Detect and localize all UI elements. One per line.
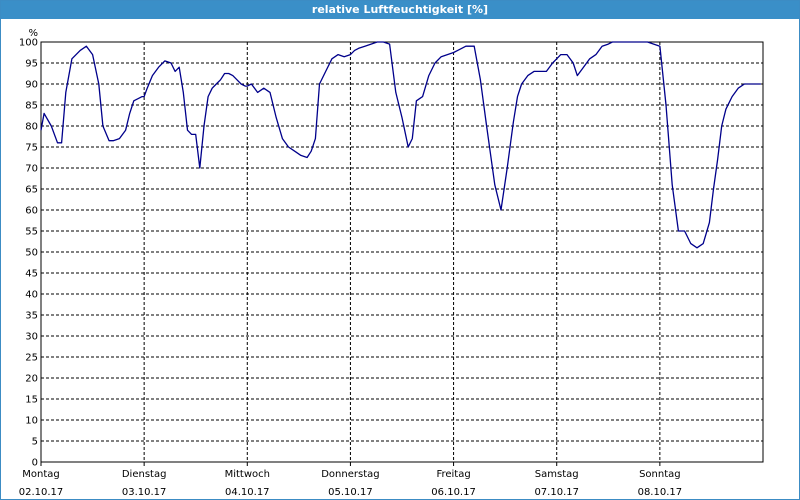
y-tick-label: 35 — [25, 311, 38, 322]
y-tick-label: 25 — [25, 353, 38, 364]
y-tick-label: 100 — [19, 38, 38, 49]
x-tick-label-date: 03.10.17 — [122, 487, 167, 498]
x-tick-label-day: Montag — [22, 469, 59, 480]
y-tick-label: 60 — [25, 206, 38, 217]
humidity-chart: 0 5 10 15 20 25 30 35 40 45 50 55 60 65 70 75 80 85 90 95 10… — [19, 28, 764, 498]
y-tick-label: 10 — [25, 416, 38, 427]
x-tick-label-date: 08.10.17 — [638, 487, 683, 498]
y-tick-label: 30 — [25, 332, 38, 343]
y-tick-label: 45 — [25, 269, 38, 280]
x-tick-label-day: Dienstag — [122, 469, 167, 480]
x-tick-label-date: 04.10.17 — [225, 487, 270, 498]
x-tick-label-date: 05.10.17 — [328, 487, 373, 498]
y-tick-label: 80 — [25, 122, 38, 133]
y-tick-label: 0 — [32, 458, 38, 469]
y-axis-label: % — [28, 28, 38, 39]
y-tick-label: 95 — [25, 59, 38, 70]
x-tick-label-date: 06.10.17 — [431, 487, 476, 498]
x-tick-label-day: Donnerstag — [321, 469, 379, 480]
y-tick-label: 5 — [32, 437, 38, 448]
y-tick-label: 70 — [25, 164, 38, 175]
humidity-series-line — [40, 41, 761, 249]
x-tick-label-day: Samstag — [535, 469, 579, 480]
y-tick-label: 65 — [25, 185, 38, 196]
y-tick-label: 40 — [25, 290, 38, 301]
y-tick-label: 75 — [25, 143, 38, 154]
chart-title: relative Luftfeuchtigkeit [%] — [1, 1, 799, 19]
x-tick-label-day: Sonntag — [639, 469, 681, 480]
x-tick-label-day: Freitag — [436, 469, 470, 480]
y-tick-label: 90 — [25, 80, 38, 91]
y-tick-label: 20 — [25, 374, 38, 385]
y-tick-label: 85 — [25, 101, 38, 112]
y-tick-label: 15 — [25, 395, 38, 406]
x-tick-label-date: 07.10.17 — [534, 487, 579, 498]
y-tick-label: 55 — [25, 227, 38, 238]
y-tick-label: 50 — [25, 248, 38, 259]
x-tick-label-day: Mittwoch — [225, 469, 270, 480]
x-tick-label-date: 02.10.17 — [19, 487, 64, 498]
